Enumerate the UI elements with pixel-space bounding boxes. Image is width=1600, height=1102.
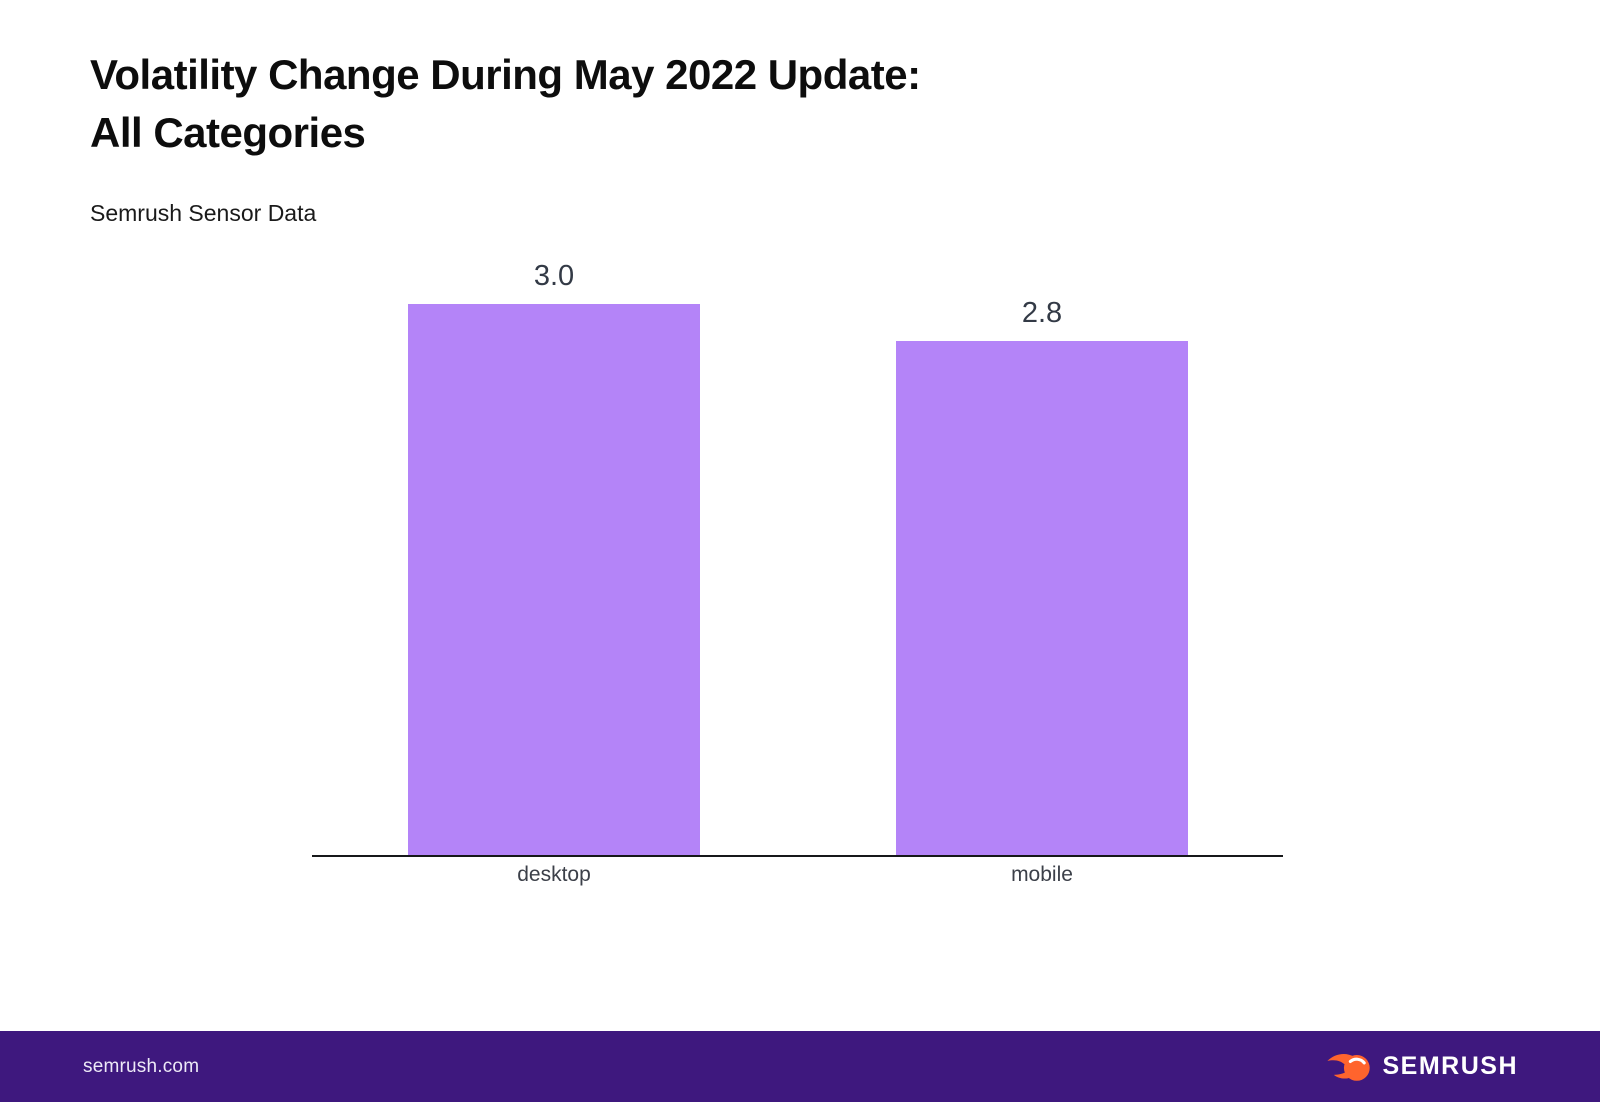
bar-value-label: 2.8 [1021, 297, 1063, 329]
chart-plot-area: 3.0 2.8 [312, 260, 1283, 857]
x-tick-desktop: desktop [517, 863, 591, 886]
semrush-comet-icon [1327, 1053, 1371, 1081]
chart-header: Volatility Change During May 2022 Update… [90, 46, 921, 227]
bar-value-label: 3.0 [533, 260, 575, 292]
footer-brand-logo: SEMRUSH [1326, 1050, 1518, 1084]
chart-title: Volatility Change During May 2022 Update… [90, 46, 921, 162]
chart-title-line2: All Categories [90, 109, 366, 156]
footer-site-label: semrush.com [83, 1055, 200, 1077]
bar-group-mobile: 2.8 [896, 297, 1188, 855]
bar-mobile [896, 341, 1188, 855]
chart-subtitle: Semrush Sensor Data [90, 200, 317, 226]
x-tick-mobile: mobile [1011, 863, 1073, 886]
bar-group-desktop: 3.0 [408, 260, 700, 855]
footer: semrush.com SEMRUSH [0, 1031, 1600, 1102]
x-axis-line [312, 855, 1283, 857]
bar-desktop [408, 304, 700, 855]
footer-brand-name: SEMRUSH [1382, 1052, 1518, 1080]
chart-title-line1: Volatility Change During May 2022 Update… [90, 51, 921, 98]
x-axis-labels: desktop mobile [312, 863, 1283, 893]
